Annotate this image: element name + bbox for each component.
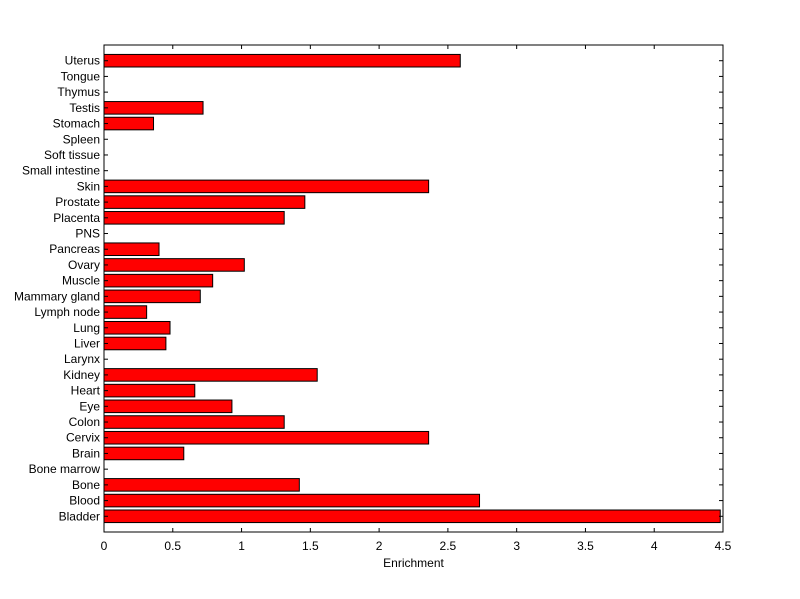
x-tick-label-9: 4.5 [715, 539, 732, 553]
bar-pancreas [103, 242, 160, 257]
y-tick-label-pns: PNS [75, 227, 100, 241]
y-tick-label-bone-marrow: Bone marrow [29, 462, 101, 476]
y-tick-label-bladder: Bladder [59, 509, 100, 523]
y-tick-label-placenta: Placenta [53, 211, 100, 225]
bar-kidney [103, 368, 318, 382]
bar-bone [103, 478, 300, 492]
y-tick-label-stomach: Stomach [53, 117, 100, 131]
bar-eye [103, 399, 233, 414]
y-tick-label-bone: Bone [72, 478, 100, 492]
bar-placenta [103, 211, 285, 225]
bar-brain [103, 446, 185, 461]
bar-testis [103, 101, 204, 115]
bar-colon [103, 415, 285, 429]
bar-stomach [103, 116, 155, 131]
y-tick-label-prostate: Prostate [55, 195, 100, 209]
y-tick-label-lung: Lung [73, 321, 100, 335]
y-tick-label-kidney: Kidney [63, 368, 100, 382]
bar-lymph-node [103, 305, 148, 319]
y-tick-label-lymph-node: Lymph node [34, 305, 100, 319]
y-tick-label-cervix: Cervix [66, 431, 100, 445]
x-tick-label-4: 2 [376, 539, 383, 553]
y-tick-label-small-intestine: Small intestine [22, 164, 100, 178]
y-tick-label-brain: Brain [72, 446, 100, 460]
bar-blood [103, 493, 481, 508]
y-tick-label-spleen: Spleen [63, 132, 100, 146]
bar-uterus [103, 53, 461, 68]
y-tick-label-liver: Liver [74, 336, 100, 350]
x-tick-label-5: 2.5 [440, 539, 457, 553]
bar-prostate [103, 195, 306, 209]
x-tick-label-2: 1 [238, 539, 245, 553]
x-tick-label-6: 3 [513, 539, 520, 553]
plot-background [104, 45, 723, 532]
y-tick-label-tongue: Tongue [61, 69, 101, 83]
bar-ovary [103, 258, 245, 272]
bar-lung [103, 320, 171, 335]
y-tick-label-mammary-gland: Mammary gland [14, 289, 100, 303]
y-tick-label-skin: Skin [77, 179, 100, 193]
x-tick-label-0: 0 [101, 539, 108, 553]
y-tick-label-blood: Blood [69, 494, 100, 508]
x-tick-label-1: 0.5 [164, 539, 181, 553]
y-tick-label-ovary: Ovary [68, 258, 100, 272]
bar-liver [103, 336, 167, 351]
y-tick-label-colon: Colon [69, 415, 100, 429]
y-tick-label-soft-tissue: Soft tissue [44, 148, 100, 162]
y-tick-label-testis: Testis [69, 101, 100, 115]
x-tick-label-7: 3.5 [577, 539, 594, 553]
y-tick-label-pancreas: Pancreas [49, 242, 100, 256]
x-axis-label: Enrichment [383, 556, 444, 570]
y-tick-label-eye: Eye [79, 399, 100, 413]
y-tick-label-uterus: Uterus [65, 54, 100, 68]
bar-bladder [103, 509, 721, 524]
y-tick-label-thymus: Thymus [57, 85, 100, 99]
y-tick-label-muscle: Muscle [62, 274, 100, 288]
plot-frame [103, 44, 724, 533]
y-tick-label-heart: Heart [71, 384, 101, 398]
bar-mammary-gland [103, 289, 201, 304]
bar-heart [103, 383, 196, 398]
bar-muscle [103, 273, 214, 288]
y-tick-label-larynx: Larynx [64, 352, 100, 366]
x-tick-label-8: 4 [651, 539, 658, 553]
bar-cervix [103, 430, 430, 445]
x-tick-label-3: 1.5 [302, 539, 319, 553]
bar-skin [103, 179, 430, 194]
